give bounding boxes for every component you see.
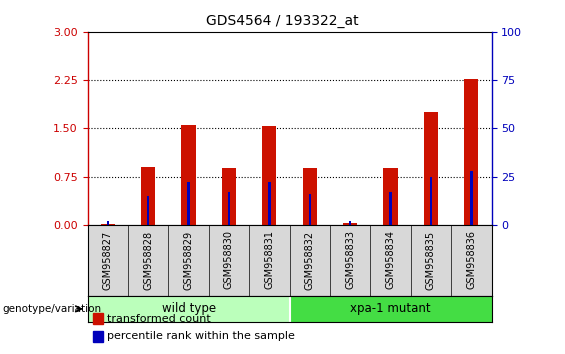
Text: GSM958836: GSM958836 [466, 230, 476, 290]
Bar [147, 196, 149, 225]
Bar [188, 182, 190, 225]
Bar [262, 126, 276, 225]
Text: GSM958828: GSM958828 [143, 230, 153, 290]
Bar [268, 182, 271, 225]
Text: transformed count: transformed count [107, 314, 211, 324]
Text: GSM958832: GSM958832 [305, 230, 315, 290]
Bar [88, 296, 290, 322]
Text: GDS4564 / 193322_at: GDS4564 / 193322_at [206, 14, 359, 28]
Bar [389, 192, 392, 225]
Bar [464, 79, 479, 225]
Bar [424, 112, 438, 225]
Bar [303, 168, 317, 225]
Bar [430, 177, 432, 225]
Bar [181, 125, 195, 225]
Bar [290, 296, 492, 322]
Text: GSM958833: GSM958833 [345, 230, 355, 290]
Bar [222, 168, 236, 225]
Bar [308, 194, 311, 225]
Text: GSM958834: GSM958834 [385, 230, 396, 290]
Text: percentile rank within the sample: percentile rank within the sample [107, 331, 295, 341]
Text: xpa-1 mutant: xpa-1 mutant [350, 302, 431, 315]
Text: GSM958830: GSM958830 [224, 230, 234, 290]
Bar [349, 221, 351, 225]
Bar [141, 167, 155, 225]
Text: GSM958831: GSM958831 [264, 230, 275, 290]
Bar [343, 223, 357, 225]
Text: wild type: wild type [162, 302, 216, 315]
Bar [384, 168, 398, 225]
Bar [470, 171, 472, 225]
Bar [107, 221, 109, 225]
Bar [101, 223, 115, 225]
Text: genotype/variation: genotype/variation [3, 304, 102, 314]
Text: GSM958829: GSM958829 [184, 230, 194, 290]
Text: GSM958827: GSM958827 [103, 230, 113, 290]
Bar [228, 192, 230, 225]
Text: GSM958835: GSM958835 [426, 230, 436, 290]
